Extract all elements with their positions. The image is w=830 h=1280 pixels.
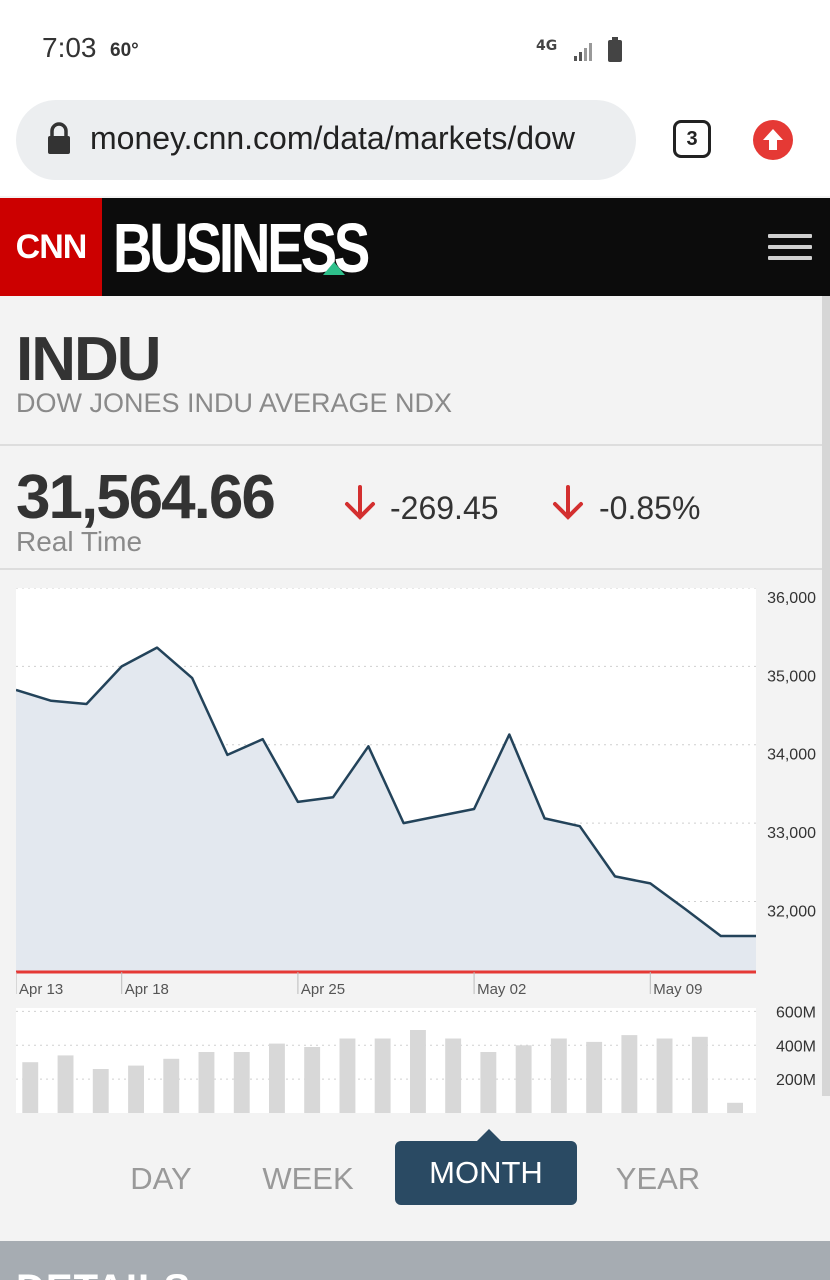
signal-bar-3 <box>584 48 587 61</box>
down-arrow-icon <box>345 485 375 520</box>
x-tick-label: Apr 18 <box>125 981 169 998</box>
url-text[interactable]: money.cnn.com/data/markets/dow <box>90 120 575 156</box>
battery-cap <box>612 37 618 40</box>
volume-bar <box>727 1102 743 1113</box>
signal-bar-4 <box>589 43 592 61</box>
volume-bar <box>621 1035 638 1113</box>
volume-bar <box>586 1041 603 1113</box>
quote-header: INDU DOW JONES INDU AVERAGE NDX <box>0 296 830 446</box>
range-selector: DAY WEEK MONTH YEAR <box>0 1124 830 1224</box>
tab-switcher-button[interactable]: 3 <box>673 120 711 158</box>
x-tick-label: Apr 13 <box>19 981 63 998</box>
y-tick-label: 34,000 <box>767 747 816 764</box>
x-tick-label: May 02 <box>477 981 526 998</box>
down-arrow-icon <box>553 485 583 520</box>
volume-bar <box>550 1038 567 1113</box>
price-chart[interactable]: 36,000 35,000 34,000 33,000 32,000 Apr 13 Apr … <box>16 588 830 1120</box>
volume-tick-label: 600M <box>776 1004 816 1021</box>
price-label: Real Time <box>16 526 143 557</box>
site-header: CNN BUSINESS <box>0 198 830 296</box>
volume-tick-label: 400M <box>776 1038 816 1055</box>
browser-toolbar: money.cnn.com/data/markets/dow 3 <box>0 96 830 196</box>
price-change: -269.45 <box>390 490 499 526</box>
volume-bar <box>410 1030 426 1113</box>
scrollbar[interactable] <box>822 296 830 1096</box>
volume-bar <box>515 1045 532 1113</box>
details-title: DETAILS <box>16 1267 191 1280</box>
x-tick-label: Apr 25 <box>301 981 345 998</box>
cnn-logo[interactable]: CNN <box>0 198 102 296</box>
x-tick-label: May 09 <box>653 981 702 998</box>
volume-bar <box>198 1052 215 1113</box>
price-row: 31,564.66 Real Time -269.45 -0.85% <box>0 448 830 570</box>
volume-bar <box>57 1055 74 1113</box>
signal-bar-1 <box>574 56 577 61</box>
range-month-button[interactable]: MONTH <box>395 1141 577 1205</box>
signal-bar-2 <box>579 52 582 61</box>
volume-bar <box>22 1062 39 1113</box>
status-bar: 7:03 60° 4G <box>0 0 830 96</box>
volume-tick-label: 200M <box>776 1072 816 1089</box>
index-name: DOW JONES INDU AVERAGE NDX <box>16 388 453 418</box>
signal-battery-icons: 4G <box>536 37 622 62</box>
y-tick-label: 33,000 <box>767 825 816 842</box>
volume-bar <box>92 1069 109 1113</box>
volume-bar <box>480 1052 497 1113</box>
last-price: 31,564.66 <box>16 463 276 532</box>
active-range-pointer <box>476 1129 502 1142</box>
update-icon[interactable] <box>753 120 793 160</box>
chart-canvas: 36,000 35,000 34,000 33,000 32,000 Apr 13 Apr … <box>16 588 816 1113</box>
price-area <box>16 647 756 972</box>
brand-triangle-icon <box>323 262 345 275</box>
volume-bar <box>656 1038 673 1113</box>
volume-bar <box>374 1038 391 1113</box>
address-bar[interactable]: money.cnn.com/data/markets/dow <box>16 100 636 180</box>
range-day-button[interactable]: DAY <box>130 1161 192 1196</box>
status-time: 7:03 <box>42 32 97 63</box>
volume-bar <box>339 1038 356 1113</box>
details-section-header[interactable]: DETAILS <box>0 1241 830 1280</box>
status-temperature: 60° <box>110 40 139 61</box>
volume-bar <box>163 1058 180 1113</box>
volume-bar <box>233 1052 250 1113</box>
percent-change: -0.85% <box>599 490 701 526</box>
y-tick-label: 36,000 <box>767 590 816 607</box>
range-year-button[interactable]: YEAR <box>615 1161 701 1196</box>
volume-bar <box>304 1047 321 1113</box>
battery-icon <box>608 40 622 62</box>
volume-bar <box>269 1043 285 1113</box>
business-wordmark[interactable]: BUSINESS <box>113 209 370 287</box>
hamburger-menu-icon[interactable] <box>768 234 812 264</box>
volume-bar <box>128 1065 144 1113</box>
network-type-label: 4G <box>536 38 557 54</box>
range-week-button[interactable]: WEEK <box>262 1161 354 1196</box>
ticker-symbol: INDU <box>16 325 162 394</box>
volume-bar <box>445 1038 462 1113</box>
price-line <box>16 646 756 938</box>
y-tick-label: 32,000 <box>767 903 816 920</box>
y-tick-label: 35,000 <box>767 668 816 685</box>
lock-icon <box>48 122 70 154</box>
volume-bar <box>691 1036 708 1113</box>
